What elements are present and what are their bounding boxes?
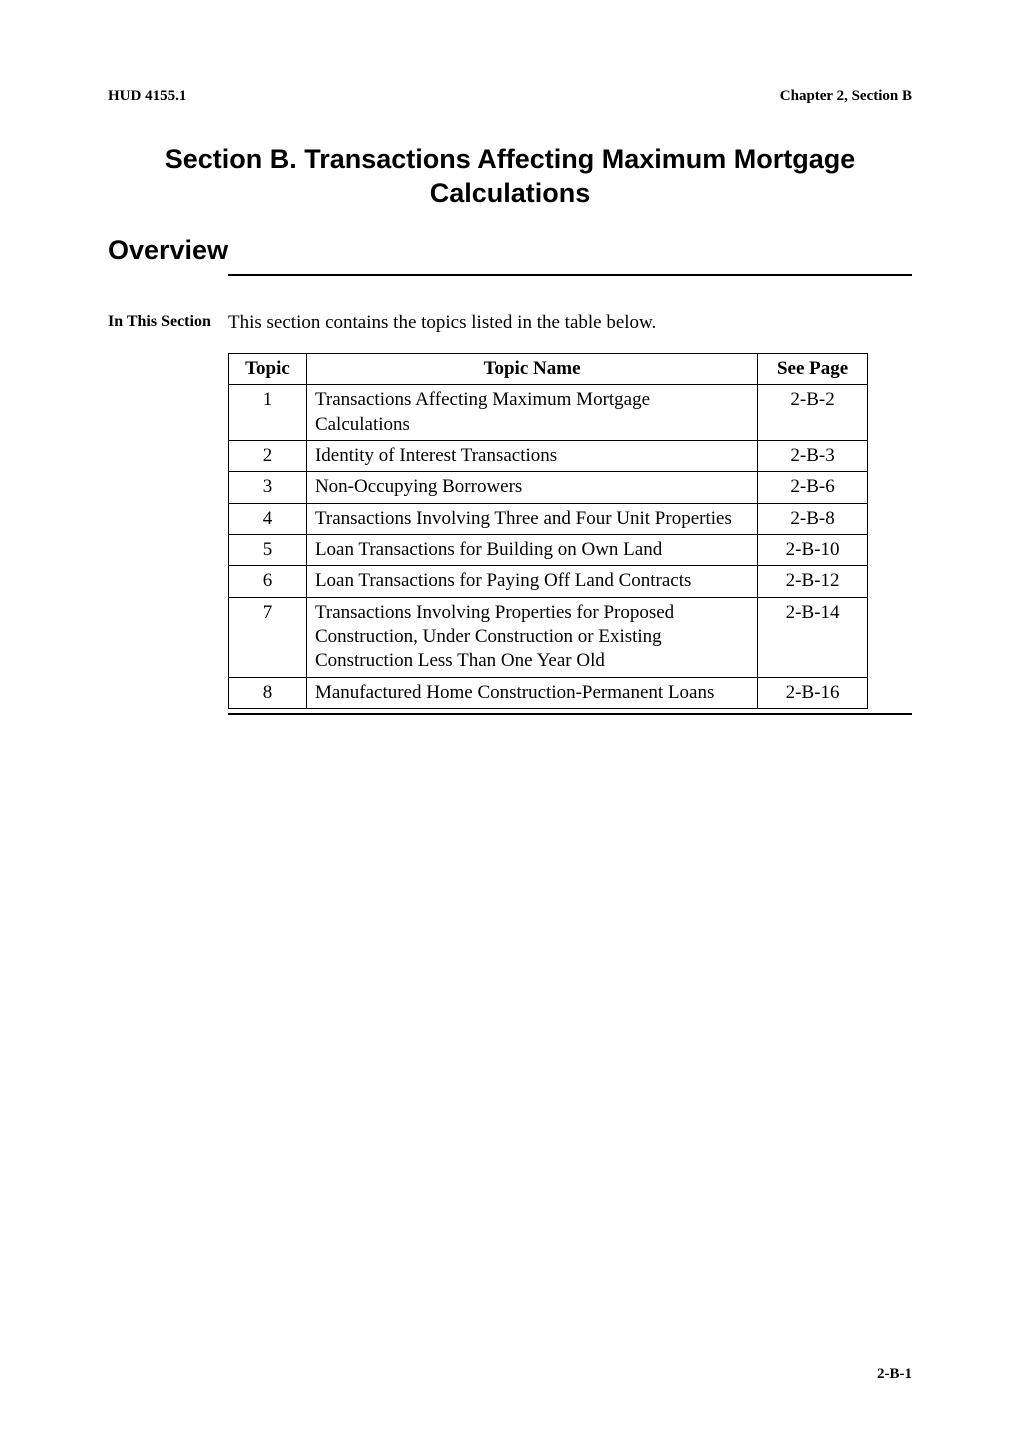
- page-number: 2-B-1: [877, 1366, 912, 1383]
- cell-name: Transactions Affecting Maximum Mortgage …: [306, 385, 757, 441]
- table-row: 2 Identity of Interest Transactions 2-B-…: [229, 441, 868, 472]
- overview-heading: Overview: [108, 235, 912, 266]
- page: HUD 4155.1 Chapter 2, Section B Section …: [0, 0, 1020, 1443]
- cell-name: Non-Occupying Borrowers: [306, 472, 757, 503]
- running-head: HUD 4155.1 Chapter 2, Section B: [108, 88, 912, 105]
- table-row: 1 Transactions Affecting Maximum Mortgag…: [229, 385, 868, 441]
- col-header-topic: Topic: [229, 354, 307, 385]
- overview-rule-wrap: [108, 274, 912, 276]
- end-rule-wrap: [108, 713, 912, 715]
- section-title: Section B. Transactions Affecting Maximu…: [150, 143, 870, 211]
- cell-name: Identity of Interest Transactions: [306, 441, 757, 472]
- cell-topic: 2: [229, 441, 307, 472]
- cell-name: Loan Transactions for Building on Own La…: [306, 535, 757, 566]
- cell-page: 2-B-2: [758, 385, 868, 441]
- header-left: HUD 4155.1: [108, 88, 186, 105]
- cell-page: 2-B-10: [758, 535, 868, 566]
- topic-table: Topic Topic Name See Page 1 Transactions…: [228, 353, 868, 709]
- cell-page: 2-B-12: [758, 566, 868, 597]
- cell-topic: 7: [229, 597, 307, 677]
- table-row: 8 Manufactured Home Construction-Permane…: [229, 677, 868, 708]
- cell-page: 2-B-16: [758, 677, 868, 708]
- cell-page: 2-B-3: [758, 441, 868, 472]
- in-this-section-label: In This Section: [108, 310, 228, 333]
- table-row: 6 Loan Transactions for Paying Off Land …: [229, 566, 868, 597]
- cell-topic: 1: [229, 385, 307, 441]
- cell-page: 2-B-6: [758, 472, 868, 503]
- end-rule: [228, 713, 912, 715]
- table-row: 5 Loan Transactions for Building on Own …: [229, 535, 868, 566]
- in-this-section-row: In This Section This section contains th…: [108, 310, 912, 336]
- cell-topic: 4: [229, 503, 307, 534]
- in-this-section-text: This section contains the topics listed …: [228, 310, 656, 336]
- cell-page: 2-B-14: [758, 597, 868, 677]
- col-header-name: Topic Name: [306, 354, 757, 385]
- cell-topic: 5: [229, 535, 307, 566]
- cell-name: Transactions Involving Properties for Pr…: [306, 597, 757, 677]
- cell-topic: 3: [229, 472, 307, 503]
- cell-topic: 6: [229, 566, 307, 597]
- cell-name: Transactions Involving Three and Four Un…: [306, 503, 757, 534]
- header-right: Chapter 2, Section B: [780, 88, 912, 105]
- cell-topic: 8: [229, 677, 307, 708]
- table-header-row: Topic Topic Name See Page: [229, 354, 868, 385]
- table-row: 7 Transactions Involving Properties for …: [229, 597, 868, 677]
- table-row: 3 Non-Occupying Borrowers 2-B-6: [229, 472, 868, 503]
- col-header-page: See Page: [758, 354, 868, 385]
- cell-name: Manufactured Home Construction-Permanent…: [306, 677, 757, 708]
- cell-page: 2-B-8: [758, 503, 868, 534]
- table-row: 4 Transactions Involving Three and Four …: [229, 503, 868, 534]
- topic-table-wrap: Topic Topic Name See Page 1 Transactions…: [108, 353, 912, 709]
- cell-name: Loan Transactions for Paying Off Land Co…: [306, 566, 757, 597]
- overview-rule: [228, 274, 912, 276]
